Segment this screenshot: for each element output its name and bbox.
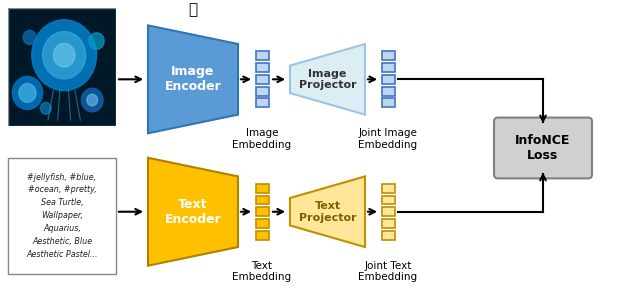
- Bar: [381, 184, 394, 193]
- Bar: [381, 51, 394, 60]
- Circle shape: [19, 83, 36, 102]
- Bar: [8, 158, 116, 274]
- Bar: [255, 75, 269, 84]
- Text: 🔒: 🔒: [188, 2, 198, 17]
- Text: Image
Embedding: Image Embedding: [232, 128, 292, 150]
- Polygon shape: [290, 176, 365, 247]
- Bar: [255, 63, 269, 72]
- Circle shape: [89, 33, 104, 49]
- Text: Joint Image
Embedding: Joint Image Embedding: [358, 128, 417, 150]
- Text: Text
Projector: Text Projector: [299, 201, 356, 223]
- Bar: [255, 51, 269, 60]
- Bar: [381, 87, 394, 95]
- Polygon shape: [148, 158, 238, 266]
- Bar: [381, 219, 394, 228]
- Circle shape: [32, 20, 97, 91]
- Polygon shape: [148, 26, 238, 133]
- Bar: [381, 63, 394, 72]
- Bar: [381, 231, 394, 240]
- Circle shape: [42, 32, 86, 79]
- Bar: [255, 184, 269, 193]
- Text: Text
Encoder: Text Encoder: [164, 198, 221, 226]
- Bar: [255, 98, 269, 107]
- Circle shape: [23, 30, 36, 45]
- Text: Image
Projector: Image Projector: [299, 68, 356, 90]
- Bar: [255, 219, 269, 228]
- Circle shape: [53, 44, 75, 67]
- Text: InfoNCE
Loss: InfoNCE Loss: [515, 134, 571, 162]
- Text: #jellyfish, #blue,
#ocean, #pretty,
Sea Turtle,
Wallpaper,
Aquarius,
Aesthetic, : #jellyfish, #blue, #ocean, #pretty, Sea …: [26, 172, 98, 259]
- Circle shape: [40, 102, 51, 114]
- Bar: [381, 207, 394, 216]
- Bar: [381, 75, 394, 84]
- Polygon shape: [290, 44, 365, 115]
- Circle shape: [81, 88, 103, 112]
- Bar: [381, 196, 394, 204]
- Text: Image
Encoder: Image Encoder: [164, 65, 221, 93]
- Text: Joint Text
Embedding: Joint Text Embedding: [358, 261, 417, 282]
- Bar: [255, 87, 269, 95]
- FancyBboxPatch shape: [494, 118, 592, 178]
- Bar: [255, 231, 269, 240]
- Circle shape: [87, 94, 98, 106]
- Text: Text
Embedding: Text Embedding: [232, 261, 292, 282]
- Circle shape: [12, 76, 42, 110]
- Bar: [255, 207, 269, 216]
- Bar: [381, 98, 394, 107]
- Bar: [255, 196, 269, 204]
